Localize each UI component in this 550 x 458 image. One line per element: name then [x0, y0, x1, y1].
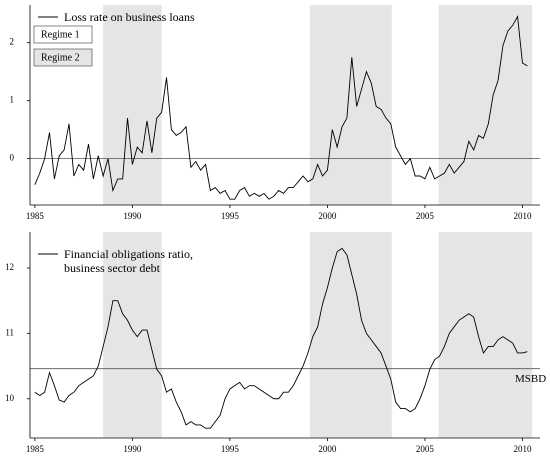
shaded-region: [438, 232, 533, 438]
x-tick-label: 1995: [221, 444, 240, 454]
series-line: [34, 247, 528, 429]
x-tick-label: 2000: [318, 211, 337, 221]
x-tick-label: 2005: [416, 211, 435, 221]
legend-label: Financial obligations ratio, business se…: [64, 247, 193, 275]
series-line: [34, 15, 528, 200]
x-tick-label: 2000: [318, 444, 337, 454]
x-tick-label: 1990: [123, 444, 142, 454]
shaded-region: [309, 5, 392, 205]
shaded-region: [103, 5, 162, 205]
x-tick-label: 1985: [26, 444, 45, 454]
x-tick-label: 1995: [221, 211, 240, 221]
x-tick-label: 1985: [26, 211, 45, 221]
y-tick-label: 10: [5, 393, 15, 403]
regime-box: [33, 25, 93, 44]
y-tick-label: 2: [10, 37, 15, 47]
y-tick-label: 12: [5, 262, 14, 272]
shaded-region: [103, 232, 162, 438]
x-tick-label: 2010: [513, 444, 532, 454]
y-tick-label: 1: [10, 95, 15, 105]
y-tick-label: 11: [5, 327, 14, 337]
regime-box: [33, 48, 93, 67]
x-tick-label: 2010: [513, 211, 532, 221]
shaded-region: [438, 5, 533, 205]
regime-label: Regime 1: [41, 29, 80, 40]
x-tick-label: 2005: [416, 444, 435, 454]
legend-label: Loss rate on business loans: [64, 10, 195, 24]
regime-label: Regime 2: [41, 52, 80, 63]
y-tick-label: 0: [10, 153, 15, 163]
shaded-region: [309, 232, 392, 438]
x-tick-label: 1990: [123, 211, 142, 221]
reference-label: MSBD: [515, 373, 546, 385]
